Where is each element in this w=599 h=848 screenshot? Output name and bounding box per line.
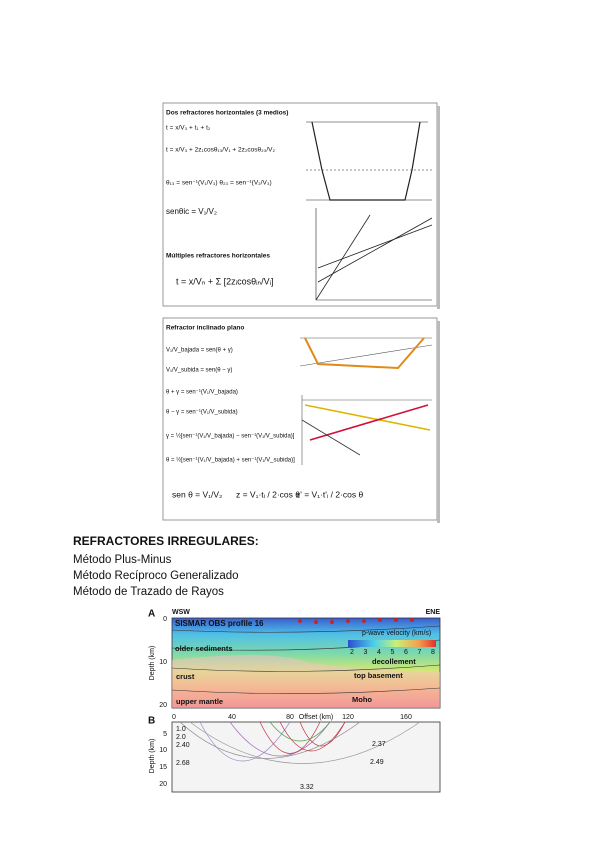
formula: z' = V₁·t'ᵢ / 2·cos θ bbox=[296, 489, 363, 499]
legend-tick: 5 bbox=[391, 649, 395, 656]
formula: t = x/V₃ + t₁ + t₂ bbox=[166, 125, 211, 132]
ray-diagram bbox=[299, 337, 433, 465]
obs-markers bbox=[298, 618, 414, 624]
formula: sen θ = V₁/V₂ bbox=[172, 489, 222, 499]
frame-shadow bbox=[437, 106, 440, 309]
y-tick-label: 5 bbox=[163, 731, 167, 738]
frame-shadow bbox=[437, 321, 440, 523]
velocity-label: 3.32 bbox=[300, 784, 314, 791]
figure-title: Refractor inclinado plano bbox=[166, 325, 244, 332]
formula: t = x/V₃ + 2z₁cosθ₁₃/V₁ + 2z₂cosθ₂₃/V₂ bbox=[166, 147, 275, 154]
legend-tick: 3 bbox=[364, 649, 368, 656]
profile-title: SISMAR OBS profile 16 bbox=[175, 619, 264, 628]
formula: senθic = V₁/V₂ bbox=[166, 207, 217, 216]
panel-letter: B bbox=[148, 716, 155, 727]
velocity-label: 2.49 bbox=[370, 759, 384, 766]
velocity-scale bbox=[348, 640, 436, 647]
y-tick-label: 10 bbox=[159, 747, 167, 754]
list-item: Método de Trazado de Rayos bbox=[73, 586, 224, 598]
text-layer: Dos refractores horizontales (3 medios) t… bbox=[73, 110, 440, 791]
x-tick-label: 120 bbox=[342, 714, 354, 721]
legend-title: p-wave velocity (km/s) bbox=[362, 630, 431, 637]
legend-tick: 4 bbox=[377, 649, 381, 656]
panel-letter: A bbox=[148, 609, 155, 620]
x-tick-label: 40 bbox=[228, 714, 236, 721]
x-tick-label: 0 bbox=[172, 714, 176, 721]
ray-diagram bbox=[306, 121, 433, 301]
mantle-region bbox=[172, 655, 440, 708]
y-tick-label: 20 bbox=[159, 781, 167, 788]
list-item: Método Recíproco Generalizado bbox=[73, 570, 239, 582]
list-item: Método Plus-Minus bbox=[73, 554, 172, 566]
legend-tick: 2 bbox=[350, 649, 354, 656]
velocity-label: 2.0 bbox=[176, 734, 186, 741]
layer-label: crust bbox=[176, 672, 195, 681]
y-tick-label: 0 bbox=[163, 616, 167, 623]
x-tick-label: 160 bbox=[400, 714, 412, 721]
section-heading: REFRACTORES IRREGULARES: bbox=[73, 534, 259, 548]
velocity-label: 2.40 bbox=[176, 742, 190, 749]
legend-tick: 8 bbox=[431, 649, 435, 656]
figure-title: Dos refractores horizontales (3 medios) bbox=[166, 110, 288, 117]
direction-label: WSW bbox=[172, 609, 190, 616]
legend-tick: 7 bbox=[418, 649, 422, 656]
x-tick-label: 80 bbox=[286, 714, 294, 721]
y-tick-label: 15 bbox=[159, 764, 167, 771]
layer-label: Moho bbox=[352, 695, 372, 704]
velocity-label: 2.68 bbox=[176, 760, 190, 767]
layer-label: older sediments bbox=[175, 644, 233, 653]
formula: t = x/Vₙ + Σ [2zᵢcosθᵢₙ/Vᵢ] bbox=[176, 276, 274, 286]
formula: θ + γ = sen⁻¹(V₁/V_bajada) bbox=[166, 390, 238, 396]
layer-label: decollement bbox=[372, 657, 416, 666]
axis-label: Depth (km) bbox=[149, 646, 156, 681]
ray-panel bbox=[171, 721, 441, 793]
axis-label: Offset (km) bbox=[299, 714, 333, 721]
formula: θ − γ = sen⁻¹(V₁/V_subida) bbox=[166, 410, 238, 416]
y-tick-label: 10 bbox=[159, 659, 167, 666]
velocity-label: 2.37 bbox=[372, 741, 386, 748]
ray-paths bbox=[179, 721, 421, 764]
formula: z = V₁·tᵢ / 2·cos θ bbox=[236, 489, 300, 499]
formula: γ = ½[sen⁻¹(V₁/V_bajada) − sen⁻¹(V₁/V_su… bbox=[166, 433, 295, 440]
formula: V₁/V_subida = sen(θ − γ) bbox=[166, 368, 232, 374]
velocity-label: 1.0 bbox=[176, 726, 186, 733]
axis-label: Depth (km) bbox=[149, 739, 156, 774]
figure-frame bbox=[162, 102, 438, 307]
formula: V₁/V_bajada = sen(θ + γ) bbox=[166, 348, 233, 354]
figure-subtitle: Múltiples refractores horizontales bbox=[166, 253, 270, 260]
layer-label: upper mantle bbox=[176, 697, 223, 706]
formula: θ = ½[sen⁻¹(V₁/V_bajada) + sen⁻¹(V₁/V_su… bbox=[166, 457, 295, 464]
formula: θ₁₃ = sen⁻¹(V₁/V₃) θ₂₃ = sen⁻¹(V₂/V₃) bbox=[166, 180, 272, 187]
layer-label: top basement bbox=[354, 671, 403, 680]
legend-tick: 6 bbox=[404, 649, 408, 656]
direction-label: ENE bbox=[426, 609, 441, 616]
y-tick-label: 20 bbox=[159, 702, 167, 709]
